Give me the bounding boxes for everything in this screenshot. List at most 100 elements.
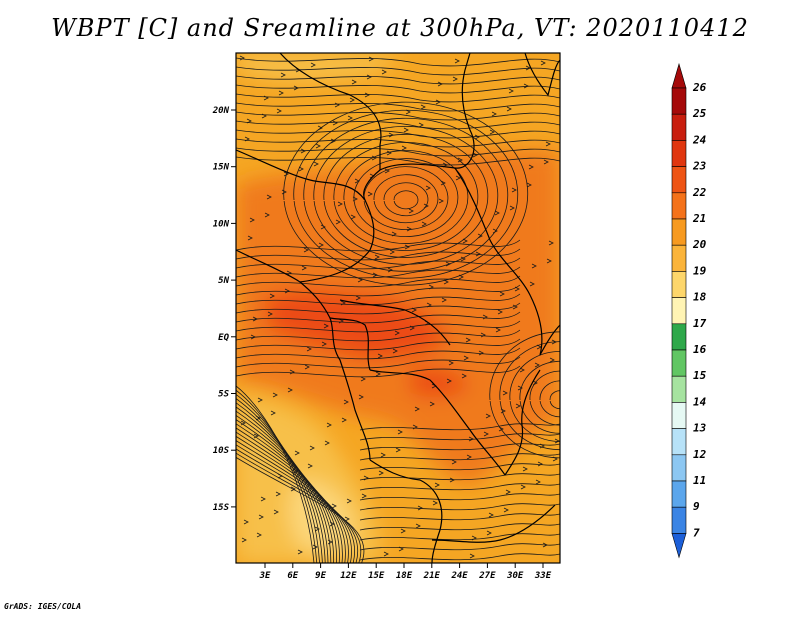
streamline <box>359 453 560 461</box>
colorbar-swatch <box>671 428 687 456</box>
streamline-arrow <box>310 62 316 68</box>
streamline <box>333 142 479 251</box>
streamline-arrow <box>485 413 491 419</box>
streamline-arrow <box>421 221 427 227</box>
colorbar-swatch <box>671 297 687 325</box>
streamline-arrow <box>277 473 283 479</box>
streamline <box>236 84 560 94</box>
streamline-arrow <box>346 498 352 504</box>
streamline-arrow <box>502 390 508 396</box>
streamline-arrow <box>537 461 543 467</box>
streamline-arrow <box>293 85 299 91</box>
lon-tick-label: 15E <box>368 571 385 581</box>
streamline-arrow <box>445 261 451 267</box>
streamline <box>236 257 521 270</box>
streamline-arrow <box>244 136 250 142</box>
streamline-arrow <box>438 198 444 204</box>
streamline-arrow <box>491 111 497 117</box>
colorbar-label: 9 <box>693 500 700 513</box>
streamline-arrow <box>330 138 336 144</box>
streamline-arrow <box>526 182 532 188</box>
streamline-arrow <box>409 325 415 331</box>
streamline-arrow <box>463 355 469 361</box>
streamline-arrow <box>391 231 397 237</box>
streamline-arrow <box>246 118 252 124</box>
streamline-arrow <box>304 364 310 370</box>
streamline-arrow <box>408 208 414 214</box>
streamline-arrow <box>275 491 281 497</box>
streamline-arrow <box>276 108 282 114</box>
colorbar-top-arrow <box>671 62 687 89</box>
streamline-arrow <box>392 348 398 354</box>
streamline-arrow <box>405 109 411 115</box>
streamline-arrow <box>270 410 276 416</box>
streamline <box>236 457 365 563</box>
streamline <box>499 341 560 451</box>
lon-tick-label: 6E <box>287 571 298 581</box>
colorbar: 26 25 24 23 22 21 20 19 18 17 16 15 14 13 12 11 9 7 <box>671 62 707 559</box>
streamline-arrow <box>280 72 286 78</box>
streamline-arrow <box>441 297 447 303</box>
lat-tick-label: 10N <box>213 219 230 229</box>
streamline-arrow <box>286 270 292 276</box>
streamline <box>236 365 521 378</box>
streamline-arrow <box>320 224 326 230</box>
streamline-arrow <box>495 327 501 333</box>
streamline-arrow <box>321 341 327 347</box>
streamline <box>236 423 340 563</box>
streamline-arrow <box>400 528 406 534</box>
streamline-arrow <box>309 445 315 451</box>
streamline-arrow <box>377 353 383 359</box>
streamline-arrow <box>520 484 526 490</box>
streamline-arrow <box>261 113 267 119</box>
streamline-arrow <box>307 463 313 469</box>
streamline-arrow <box>489 129 495 135</box>
streamline-arrow <box>326 422 332 428</box>
streamline <box>529 370 560 426</box>
streamline-arrow <box>354 178 360 184</box>
streamline-arrow <box>324 440 330 446</box>
streamline-arrow <box>434 482 440 488</box>
streamline-arrow <box>347 115 353 121</box>
streamline-arrow <box>386 150 392 156</box>
streamline-arrow <box>312 544 318 550</box>
streamline-arrow <box>283 171 289 177</box>
streamline <box>236 320 521 333</box>
streamline <box>323 134 489 258</box>
colorbar-label: 21 <box>692 212 706 225</box>
streamline <box>236 452 362 563</box>
lon-tick-label: 3E <box>259 571 271 581</box>
streamline-arrow <box>411 307 417 313</box>
streamline <box>236 111 560 121</box>
streamline <box>359 513 560 521</box>
colorbar-bottom-arrow <box>671 533 687 559</box>
lat-tick-label: 5S <box>218 390 229 400</box>
streamline <box>549 390 560 410</box>
colorbar-swatch <box>671 166 687 194</box>
streamline-arrow <box>404 244 410 250</box>
streamline-arrow <box>278 90 284 96</box>
colorbar-label: 20 <box>692 238 707 251</box>
streamline-arrow <box>500 408 506 414</box>
streamline <box>236 431 346 563</box>
streamline-arrow <box>374 254 380 260</box>
streamline <box>313 125 499 265</box>
streamline-arrow <box>361 493 367 499</box>
streamline-arrow <box>452 76 458 82</box>
streamline-arrow <box>417 505 423 511</box>
streamline-arrow <box>298 166 304 172</box>
streamline <box>236 156 560 166</box>
streamline-arrow <box>425 185 431 191</box>
streamline-arrow <box>548 240 554 246</box>
streamline-arrow <box>367 191 373 197</box>
lon-tick-label: 9E <box>315 571 326 581</box>
streamline-arrow <box>344 516 350 522</box>
streamline-arrow <box>284 288 290 294</box>
streamline-arrow <box>260 496 266 502</box>
streamline-arrow <box>525 65 531 71</box>
streamline-arrow <box>258 514 264 520</box>
streamline-arrow <box>406 226 412 232</box>
streamline <box>236 138 560 148</box>
lat-tick-label: EQ <box>218 333 229 343</box>
streamline-arrow <box>523 83 529 89</box>
